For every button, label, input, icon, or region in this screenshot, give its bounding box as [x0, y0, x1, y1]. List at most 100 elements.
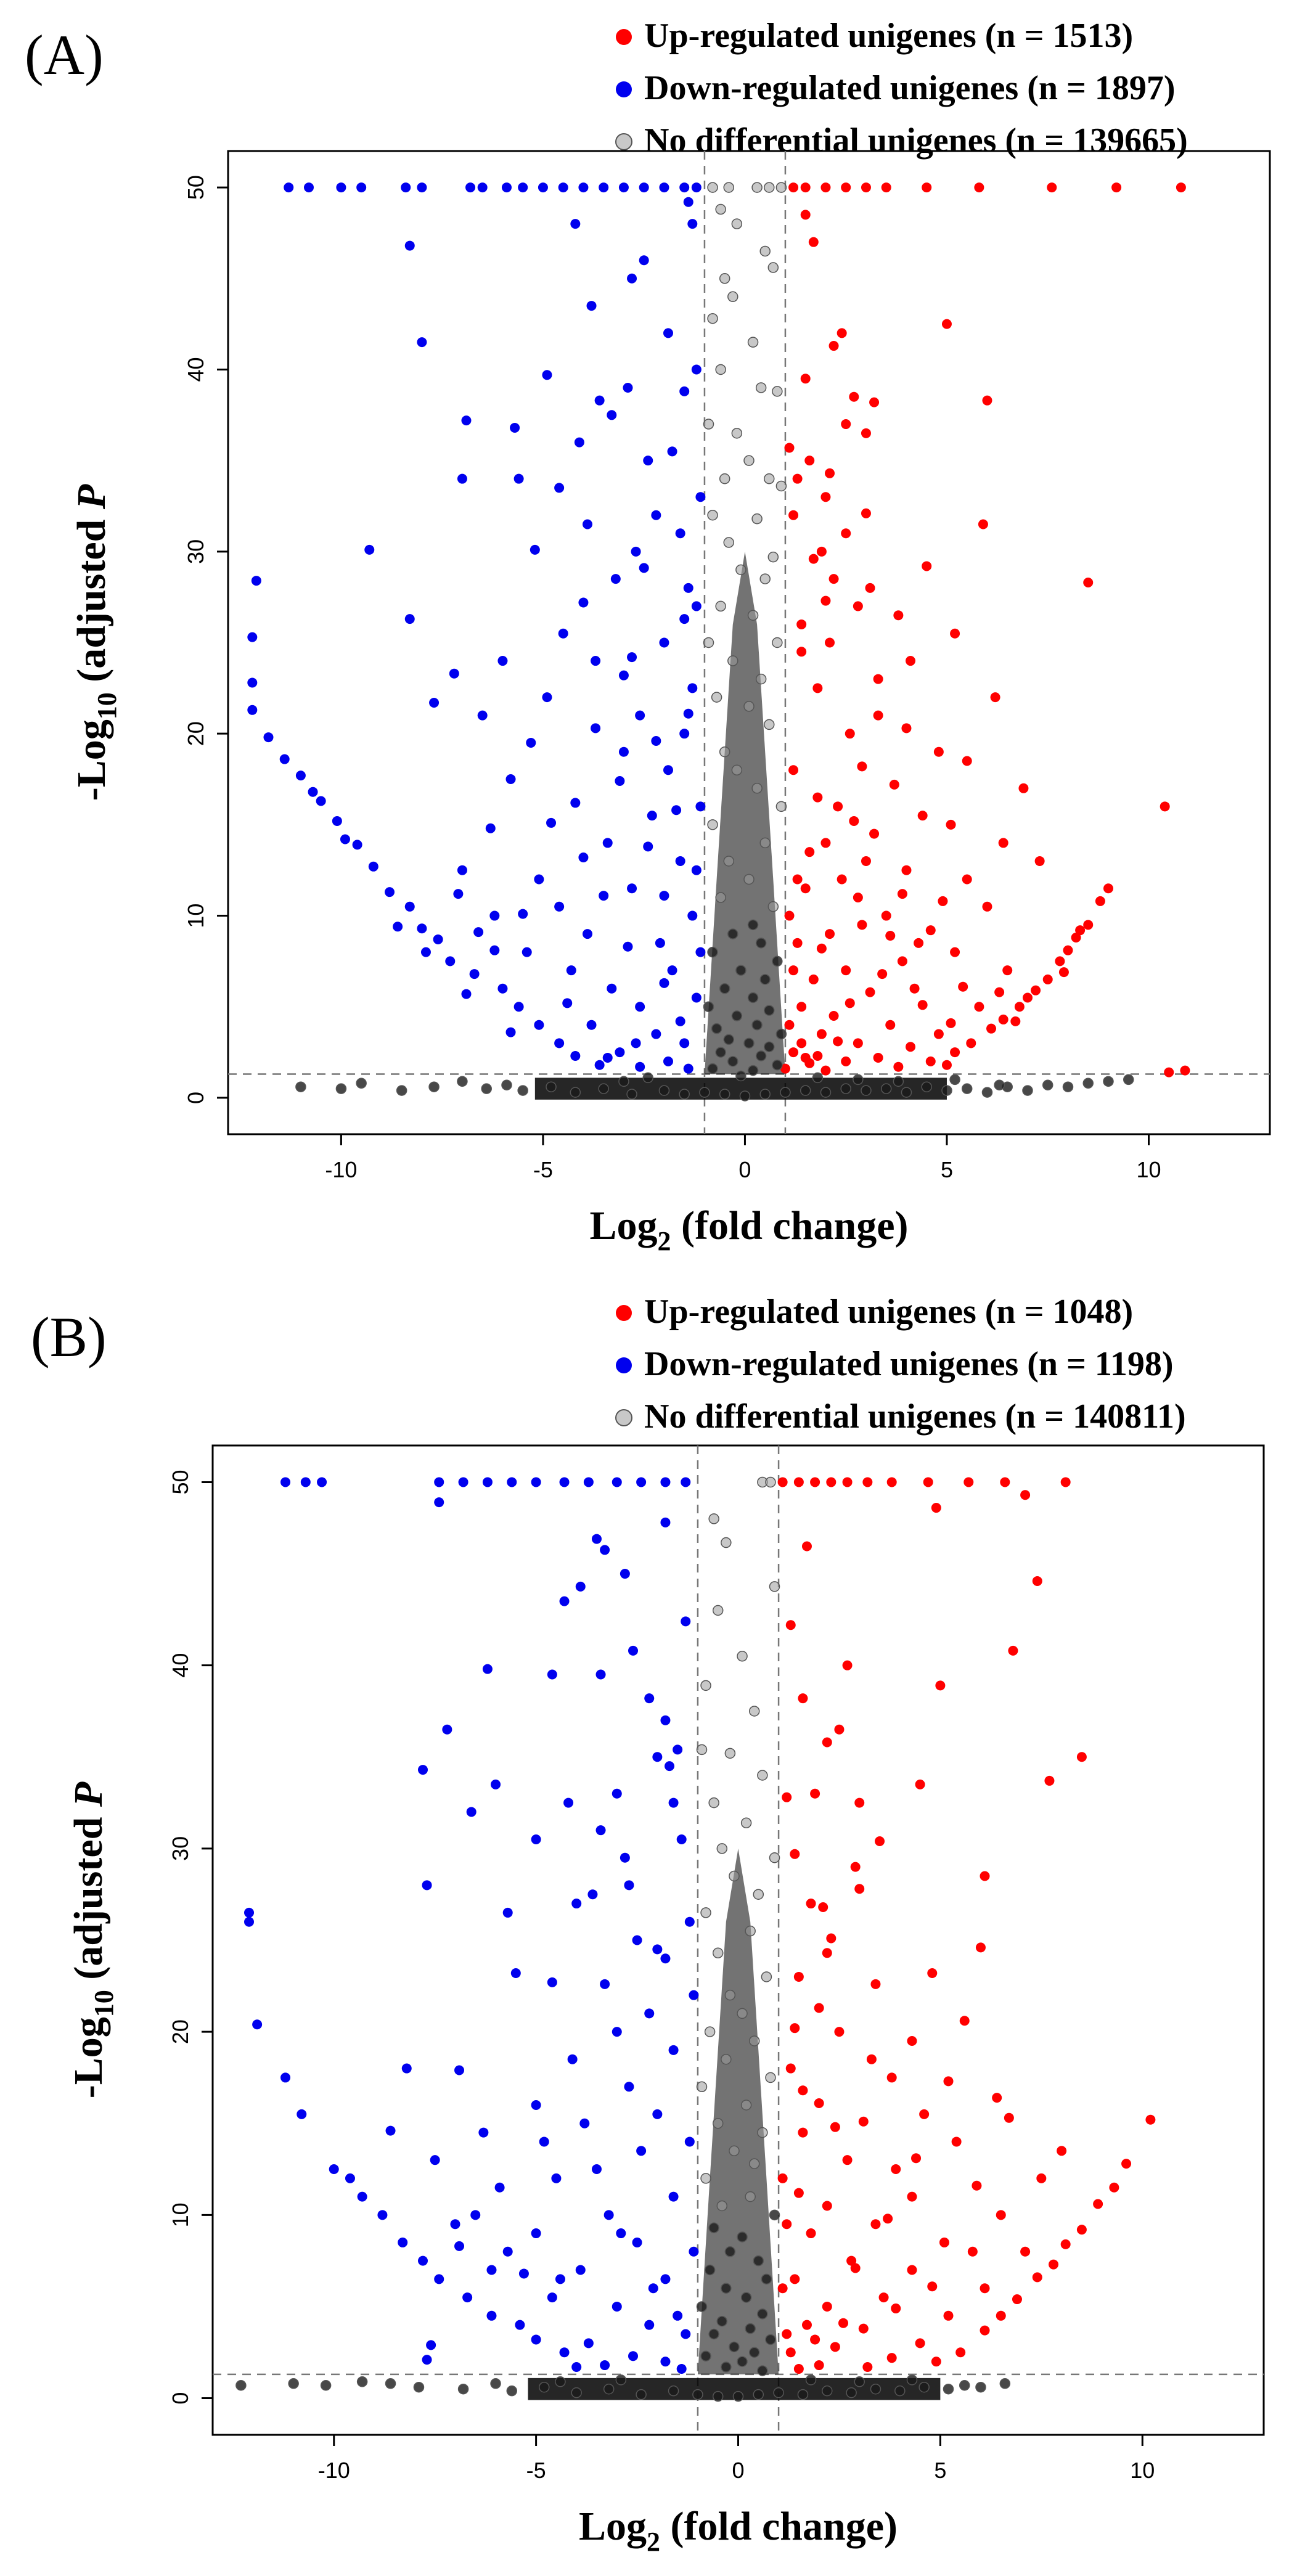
down-point	[602, 1052, 613, 1063]
up-point	[866, 2054, 877, 2064]
up-point	[931, 2357, 941, 2367]
down-point	[453, 889, 464, 899]
nodiff-point	[943, 2383, 954, 2395]
down-point	[582, 929, 592, 939]
down-point	[244, 1907, 255, 1918]
down-point	[482, 1477, 493, 1487]
y-tick-label: 0	[168, 2392, 193, 2405]
up-point	[873, 710, 883, 721]
nodiff-point	[775, 480, 787, 492]
legend-label-nodiff: No differential unigenes (n = 140811)	[644, 1397, 1186, 1436]
nodiff-point	[846, 2387, 857, 2398]
legend-label-down: Down-regulated unigenes (n = 1198)	[644, 1345, 1173, 1383]
down-point	[575, 1581, 586, 1592]
down-point	[660, 2274, 671, 2284]
x-tick-label: 5	[941, 1157, 953, 1182]
up-point	[933, 1029, 944, 1039]
up-point	[1075, 925, 1086, 936]
y-tick-label: 10	[168, 2202, 193, 2227]
x-tick-label: -5	[533, 1157, 553, 1182]
up-point	[785, 2063, 796, 2074]
down-point	[663, 1056, 673, 1066]
up-point	[798, 1693, 808, 1704]
nodiff-point	[696, 1744, 708, 1756]
nodiff-point	[716, 2200, 728, 2212]
down-point	[251, 576, 261, 586]
down-point	[578, 853, 589, 863]
nodiff-point	[719, 1089, 730, 1100]
up-point	[870, 2219, 881, 2230]
plot-area: -10 -5 0 5 10 0 10 20 30 40 50 Log2 (fold change) -L…	[69, 150, 1271, 1256]
up-point	[810, 2334, 820, 2345]
down-point	[385, 887, 395, 898]
up-point	[1164, 1067, 1174, 1077]
nodiff-point	[747, 992, 759, 1004]
series-nodiff	[295, 182, 1134, 1102]
down-point	[485, 823, 496, 833]
up-point	[842, 1660, 853, 1670]
down-point	[356, 182, 367, 193]
up-point	[893, 610, 904, 621]
up-point	[907, 2191, 917, 2202]
down-point	[426, 2340, 436, 2350]
down-point	[554, 1038, 565, 1049]
up-point	[1076, 2225, 1087, 2235]
down-point	[643, 841, 653, 852]
down-point	[615, 1047, 625, 1058]
down-point	[691, 364, 702, 375]
nodiff-point	[715, 364, 726, 375]
nodiff-point	[759, 837, 771, 849]
down-point	[582, 519, 592, 530]
down-point	[332, 816, 342, 826]
legend-label-up: Up-regulated unigenes (n = 1513)	[644, 17, 1133, 55]
up-point	[828, 1011, 839, 1021]
down-point	[623, 382, 633, 393]
down-point	[534, 1020, 544, 1030]
down-point	[687, 219, 698, 229]
down-point	[620, 1852, 630, 1863]
up-point	[788, 510, 799, 520]
nodiff-point	[743, 1037, 755, 1049]
nodiff-point	[703, 637, 714, 648]
down-point	[538, 182, 548, 193]
nodiff-point	[721, 1537, 732, 1548]
down-point	[434, 1497, 444, 1508]
down-point	[316, 796, 326, 806]
up-point	[1063, 945, 1073, 955]
nodiff-point	[724, 1989, 736, 2001]
up-point	[858, 2116, 869, 2127]
nodiff-point	[618, 1076, 629, 1087]
up-point	[1057, 2146, 1067, 2156]
plot-area: -10 -5 0 5 10 0 10 20 30 40 50 Log2 (fold change) -L…	[66, 1444, 1265, 2557]
down-point	[457, 473, 467, 484]
down-point	[618, 182, 629, 193]
up-point	[907, 2035, 917, 2046]
nodiff-point	[921, 1081, 932, 1092]
down-point	[591, 1534, 602, 1544]
up-point	[1060, 2239, 1071, 2249]
up-point	[897, 889, 907, 899]
nodiff-point	[748, 2158, 760, 2169]
down-point	[401, 182, 411, 193]
down-point	[652, 1752, 663, 1762]
down-point	[308, 787, 318, 797]
down-point	[689, 2246, 699, 2257]
nodiff-point	[708, 1797, 719, 1809]
nodiff-point	[731, 428, 743, 439]
up-point	[982, 395, 992, 406]
nodiff-point	[772, 637, 783, 648]
nodiff-point	[320, 2380, 332, 2391]
down-point	[665, 1761, 675, 1772]
up-point	[822, 2301, 832, 2312]
nodiff-point	[712, 2117, 724, 2129]
nodiff-point	[679, 1089, 690, 1100]
down-point	[547, 1977, 557, 1987]
up-point	[967, 2246, 978, 2257]
up-point	[1145, 2114, 1156, 2125]
legend-label-nodiff: No differential unigenes (n = 139665)	[644, 121, 1188, 160]
down-point	[636, 1477, 647, 1487]
up-point	[801, 1541, 812, 1552]
up-point	[785, 1620, 796, 1630]
down-point	[510, 1968, 521, 1978]
nodiff-point	[692, 2389, 703, 2400]
